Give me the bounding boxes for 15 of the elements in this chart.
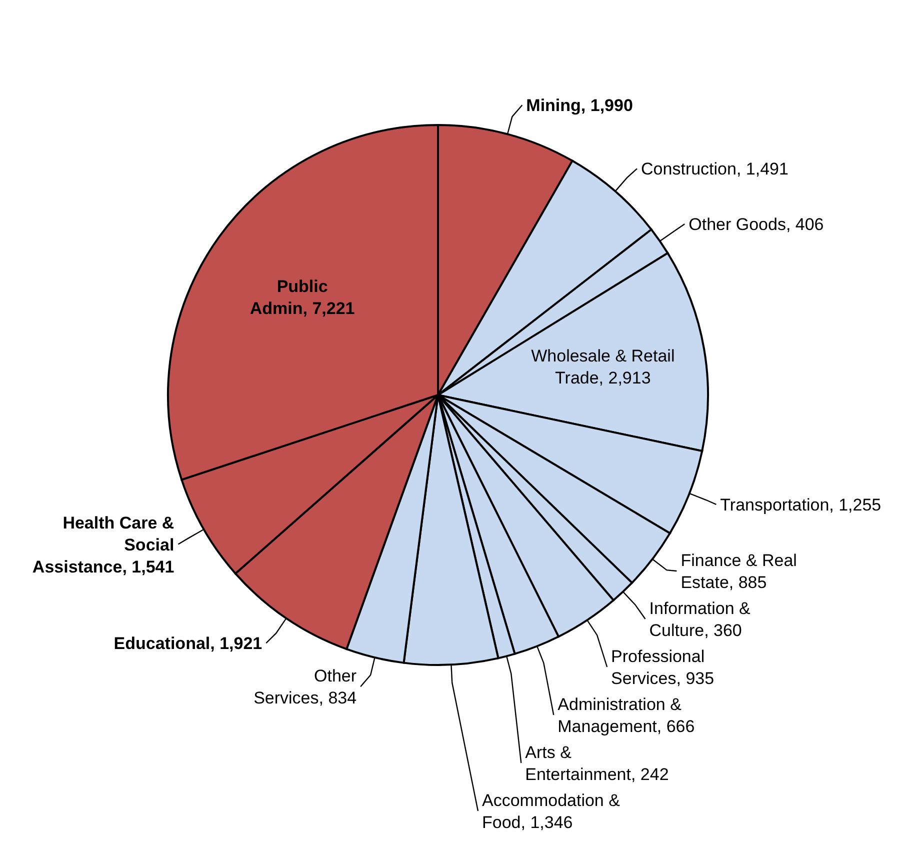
slice-label: Arts & Entertainment, 242: [525, 743, 669, 784]
slice-label: Mining, 1,990: [526, 96, 633, 116]
slice-label: Wholesale & Retail Trade, 2,913: [531, 346, 675, 388]
slice-label: Health Care & Social Assistance, 1,541: [32, 513, 174, 576]
slice-label: Other Goods, 406: [688, 214, 824, 234]
slice-label: Professional Services, 935: [611, 647, 714, 688]
slice-label: Transportation, 1,255: [720, 495, 882, 514]
slice-label: Finance & Real Estate, 885: [680, 551, 797, 592]
slice-label: Information & Culture, 360: [649, 599, 752, 640]
slice-label: Public Admin, 7,221: [250, 276, 355, 318]
slice-label: Other Services, 834: [254, 666, 357, 708]
slice-label: Construction, 1,491: [641, 160, 788, 179]
slice-label: Educational, 1,921: [114, 634, 262, 654]
slice-label: Accommodation & Food, 1,346: [482, 791, 621, 832]
slice-label: Administration & Management, 666: [558, 695, 695, 736]
